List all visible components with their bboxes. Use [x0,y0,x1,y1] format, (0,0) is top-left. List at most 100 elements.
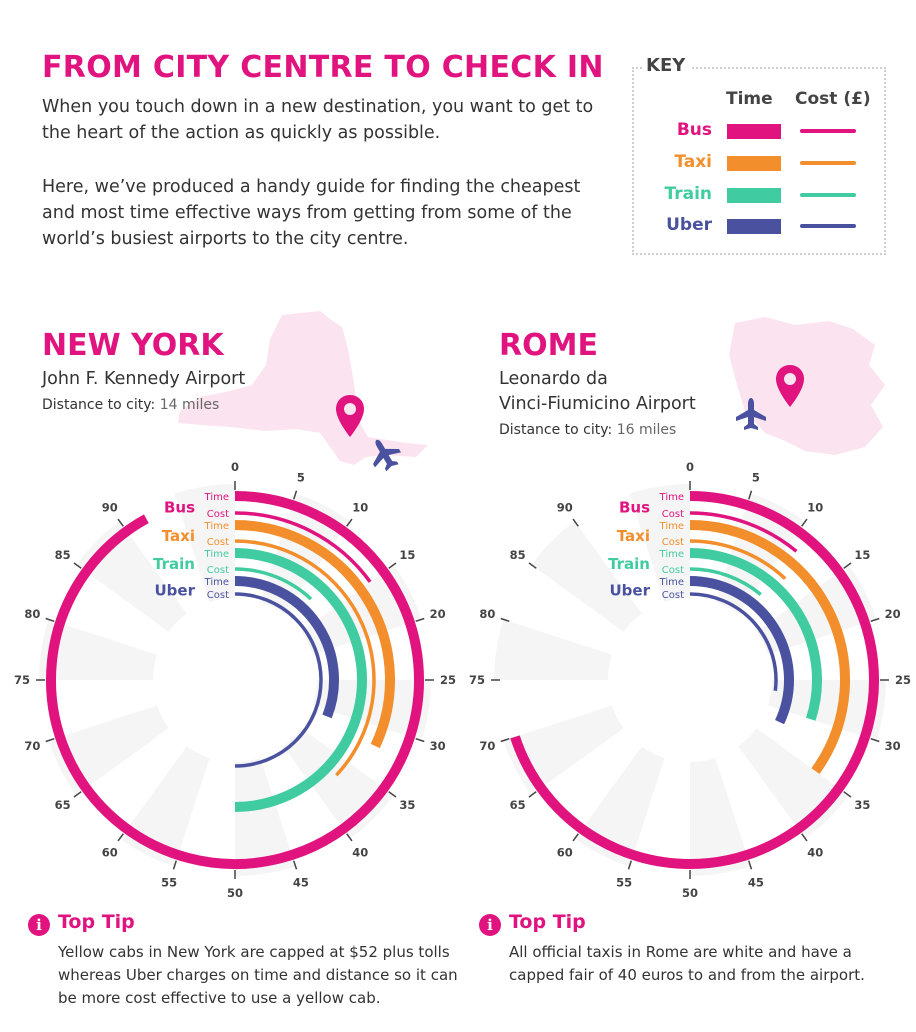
legend-title: KEY [644,55,692,76]
tick-label: 15 [854,548,870,562]
tick-label: 10 [807,501,823,515]
tip-text-rome: All official taxis in Rome are white and… [509,943,865,984]
tick-mark [117,833,124,842]
background-sector [174,757,235,876]
background-sector [235,757,296,876]
background-sector [494,619,613,680]
legend-label-taxi: Taxi [674,152,712,172]
legend-time-header: Time [726,89,773,109]
tick-label: 20 [885,607,901,621]
map-pin-icon [776,365,804,407]
series-label-time: Time [204,521,229,532]
background-sector [503,564,624,655]
info-icon: i [28,914,50,936]
series-label-cost: Cost [207,565,229,576]
arc-time-uber [689,576,794,725]
tick-label: 55 [161,876,177,890]
tick-label: 70 [479,739,495,753]
series-label-time: Time [204,577,229,588]
tick-label: 75 [14,673,30,687]
legend-cost-swatch-train [800,193,856,197]
series-label-time: Time [204,492,229,503]
tick-label: 25 [895,673,911,687]
tick-label: 45 [293,876,309,890]
tick-label: 30 [430,739,446,753]
legend-time-swatch-uber [727,219,781,234]
tick-label: 40 [807,845,823,859]
series-name-taxi: Taxi [617,527,650,545]
tip-title-rome: Top Tip [509,911,586,933]
arc-time-uber [234,576,339,719]
intro-paragraph-2: Here, we’ve produced a handy guide for f… [42,177,581,249]
legend-cost-header: Cost (£) [795,89,871,109]
series-name-bus: Bus [619,499,650,517]
tick-label: 90 [557,501,573,515]
distance-rome: Distance to city: 16 miles [499,422,676,438]
series-label-cost: Cost [662,537,684,548]
arc-cost-bus [689,511,798,553]
series-name-taxi: Taxi [162,527,195,545]
tick-mark [528,791,537,798]
tick-mark [627,860,633,870]
series-label-time: Time [659,577,684,588]
legend-label-bus: Bus [676,120,712,140]
tick-mark [45,737,55,743]
distance-value: 16 miles [616,422,677,438]
arc-cost-train [689,567,762,596]
legend-label-uber: Uber [666,215,712,235]
tick-label: 65 [55,798,71,812]
arc-time-bus [46,491,424,869]
airport-name-new-york: John F. Kennedy Airport [42,369,246,389]
arc-cost-train [234,567,313,601]
background-sector [39,619,158,680]
tick-label: 0 [231,460,239,474]
tick-label: 85 [55,548,71,562]
series-label-time: Time [659,492,684,503]
distance-new-york: Distance to city: 14 miles [42,397,219,413]
tick-mark [388,791,397,798]
tick-mark [747,490,753,500]
tick-mark [500,617,510,623]
new-york-state-map [178,311,428,472]
legend-time-swatch-bus [727,124,781,139]
tick-label: 30 [885,739,901,753]
legend-time-swatch-taxi [727,156,781,171]
page-title: FROM CITY CENTRE TO CHECK IN [42,50,604,85]
tick-label: 10 [352,501,368,515]
airport-name-rome-line2: Vinci-Fiumicino Airport [499,394,696,414]
tick-mark [45,617,55,623]
background-sector [767,680,886,741]
tick-label: 65 [510,798,526,812]
tick-mark [292,860,298,870]
tick-mark [870,617,880,623]
series-label-cost: Cost [207,590,229,601]
tick-mark [415,737,425,743]
tick-mark [500,737,510,743]
distance-value: 14 miles [159,397,220,413]
arc-cost-uber [234,592,323,768]
arc-cost-taxi [234,539,376,777]
map-pin-icon [336,395,364,437]
series-label-time: Time [659,549,684,560]
tick-label: 5 [297,470,305,484]
radial-chart-new-york: 0 5 10 15 20 25 30 35 40 45 50 55 60 65 70 75 80 85 90 Time… [14,460,456,900]
tick-label: 0 [686,460,694,474]
background-sector [174,484,235,603]
tick-label: 50 [682,886,698,900]
tip-title-new-york: Top Tip [58,911,135,933]
series-label-cost: Cost [662,509,684,520]
tick-mark [572,833,579,842]
series-label-cost: Cost [662,565,684,576]
tick-mark [346,518,353,527]
intro-paragraph-1: When you touch down in a new destination… [42,97,594,143]
series-name-train: Train [153,555,195,573]
tick-mark [747,860,753,870]
distance-label: Distance to city: [499,422,613,438]
tip-text-new-york: Yellow cabs in New York are capped at $5… [58,943,458,1007]
tick-mark [73,562,82,569]
tick-label: 90 [102,501,118,515]
background-sector [767,619,886,680]
tick-mark [528,562,537,569]
arc-time-taxi [234,520,395,749]
tick-label: 85 [510,548,526,562]
